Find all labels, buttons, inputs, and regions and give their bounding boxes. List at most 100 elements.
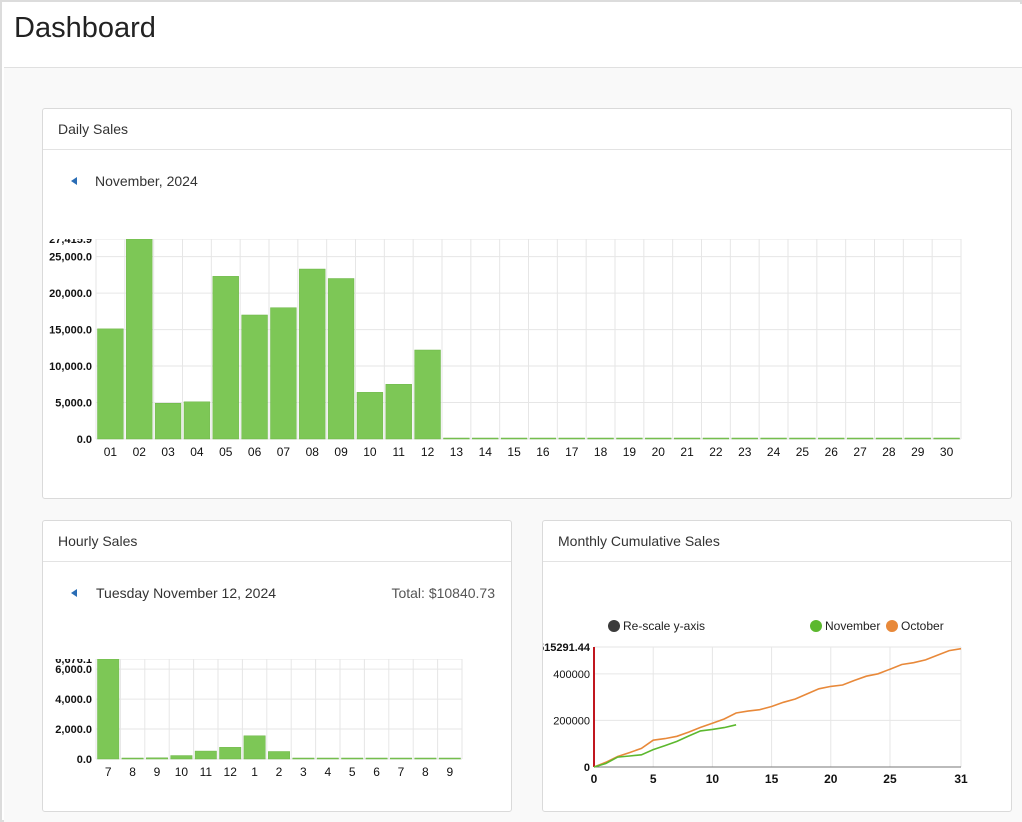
daily-x-tick-label: 19 bbox=[623, 445, 637, 459]
daily-bar bbox=[645, 437, 672, 440]
hourly-bar bbox=[194, 750, 217, 760]
daily-x-tick-label: 05 bbox=[219, 445, 233, 459]
hourly-bar bbox=[219, 747, 242, 760]
hourly-total-label: Total: $10840.73 bbox=[391, 585, 495, 601]
hourly-x-tick-label: 3 bbox=[300, 765, 307, 779]
daily-x-tick-label: 14 bbox=[479, 445, 493, 459]
daily-x-tick-label: 02 bbox=[133, 445, 147, 459]
daily-x-tick-label: 24 bbox=[767, 445, 781, 459]
hourly-x-tick-label: 9 bbox=[154, 765, 161, 779]
daily-bar bbox=[702, 437, 730, 440]
daily-y-tick-label: 5,000.0 bbox=[55, 398, 92, 410]
daily-bar bbox=[327, 278, 355, 440]
hourly-bar bbox=[170, 755, 193, 760]
hourly-y-tick-label: 6,000.0 bbox=[55, 664, 92, 676]
daily-y-tick-label: 15,000.0 bbox=[49, 325, 92, 337]
hourly-x-tick-label: 8 bbox=[129, 765, 136, 779]
hourly-bar bbox=[341, 757, 364, 760]
hourly-bar bbox=[390, 757, 412, 760]
daily-bar bbox=[789, 437, 816, 440]
monthly-y-tick-label: 200000 bbox=[553, 715, 590, 727]
hourly-y-tick-label: 2,000.0 bbox=[55, 724, 92, 736]
daily-bar bbox=[472, 437, 499, 440]
legend-november-label[interactable]: November bbox=[825, 619, 881, 633]
hourly-x-tick-label: 5 bbox=[349, 765, 356, 779]
daily-x-tick-label: 18 bbox=[594, 445, 608, 459]
hourly-bar bbox=[438, 757, 461, 760]
hourly-sales-panel: Hourly Sales Tuesday November 12, 2024 T… bbox=[42, 520, 512, 812]
legend-october-label[interactable]: October bbox=[901, 619, 944, 633]
legend-october-dot[interactable] bbox=[886, 620, 898, 632]
legend-november-dot[interactable] bbox=[810, 620, 822, 632]
rescale-y-axis-label[interactable]: Re-scale y-axis bbox=[623, 619, 706, 633]
daily-x-tick-label: 17 bbox=[565, 445, 579, 459]
hourly-sales-panel-header: Hourly Sales bbox=[43, 521, 511, 562]
monthly-x-tick-label: 25 bbox=[883, 772, 897, 783]
daily-bar bbox=[673, 437, 701, 440]
daily-x-tick-label: 01 bbox=[104, 445, 118, 459]
daily-bar bbox=[587, 437, 614, 440]
monthly-y-tick-label: 0 bbox=[584, 762, 590, 774]
daily-x-tick-label: 07 bbox=[277, 445, 291, 459]
daily-bar bbox=[154, 403, 182, 440]
daily-x-tick-label: 25 bbox=[796, 445, 810, 459]
hourly-y-tick-label: 0.0 bbox=[77, 754, 92, 766]
monthly-x-tick-label: 10 bbox=[706, 772, 720, 783]
daily-prev-month-icon[interactable] bbox=[71, 177, 77, 185]
daily-sales-panel-header: Daily Sales bbox=[43, 109, 1011, 150]
hourly-x-tick-label: 2 bbox=[276, 765, 283, 779]
hourly-y-tick-label: 4,000.0 bbox=[55, 694, 92, 706]
hourly-period-label: Tuesday November 12, 2024 bbox=[96, 585, 277, 601]
daily-x-tick-label: 20 bbox=[652, 445, 666, 459]
daily-bar bbox=[933, 437, 960, 440]
daily-bar bbox=[126, 239, 153, 440]
hourly-x-tick-label: 8 bbox=[422, 765, 429, 779]
daily-x-tick-label: 21 bbox=[680, 445, 694, 459]
daily-bar bbox=[443, 437, 470, 440]
hourly-y-max-label: 6,676.1 bbox=[55, 659, 92, 666]
daily-bar bbox=[904, 437, 931, 440]
monthly-series-line-october bbox=[593, 647, 962, 768]
hourly-x-tick-label: 10 bbox=[175, 765, 189, 779]
daily-bar bbox=[241, 314, 268, 440]
hourly-bar bbox=[414, 757, 437, 760]
daily-bar bbox=[846, 437, 874, 440]
daily-x-tick-label: 23 bbox=[738, 445, 752, 459]
daily-bar bbox=[299, 268, 326, 440]
daily-sales-panel: Daily Sales November, 2024 0.0 5,000.0 10,… bbox=[42, 108, 1012, 499]
daily-x-tick-label: 11 bbox=[393, 445, 406, 459]
rescale-y-axis-toggle-icon[interactable] bbox=[608, 620, 620, 632]
hourly-bar bbox=[146, 757, 168, 760]
daily-bar bbox=[760, 437, 787, 440]
daily-x-tick-label: 08 bbox=[306, 445, 320, 459]
daily-bar bbox=[818, 437, 845, 440]
daily-bar bbox=[731, 437, 758, 440]
hourly-prev-day-icon[interactable] bbox=[71, 589, 77, 597]
daily-bar bbox=[385, 384, 412, 440]
monthly-x-tick-label: 31 bbox=[954, 772, 968, 783]
daily-bar bbox=[183, 401, 211, 440]
hourly-bar bbox=[316, 757, 339, 760]
monthly-x-tick-label: 5 bbox=[650, 772, 657, 783]
daily-bar bbox=[529, 437, 557, 440]
daily-x-tick-label: 27 bbox=[853, 445, 867, 459]
daily-bar bbox=[270, 307, 297, 440]
daily-x-tick-label: 30 bbox=[940, 445, 954, 459]
daily-bar bbox=[616, 437, 643, 440]
daily-y-tick-label: 0.0 bbox=[77, 434, 92, 446]
daily-bar bbox=[97, 328, 124, 440]
monthly-cumulative-panel: Monthly Cumulative Sales Re-scale y-axis… bbox=[542, 520, 1012, 812]
daily-bar bbox=[414, 349, 441, 440]
hourly-x-tick-label: 1 bbox=[251, 765, 258, 779]
hourly-bar bbox=[121, 757, 144, 760]
hourly-bar bbox=[268, 751, 290, 760]
daily-x-tick-label: 06 bbox=[248, 445, 262, 459]
hourly-x-tick-label: 9 bbox=[446, 765, 453, 779]
daily-x-tick-label: 15 bbox=[507, 445, 521, 459]
daily-x-tick-label: 04 bbox=[190, 445, 204, 459]
hourly-x-tick-label: 7 bbox=[398, 765, 405, 779]
daily-sales-title: Daily Sales bbox=[58, 121, 129, 137]
daily-x-tick-label: 22 bbox=[709, 445, 723, 459]
monthly-cumulative-panel-header: Monthly Cumulative Sales bbox=[543, 521, 1011, 562]
